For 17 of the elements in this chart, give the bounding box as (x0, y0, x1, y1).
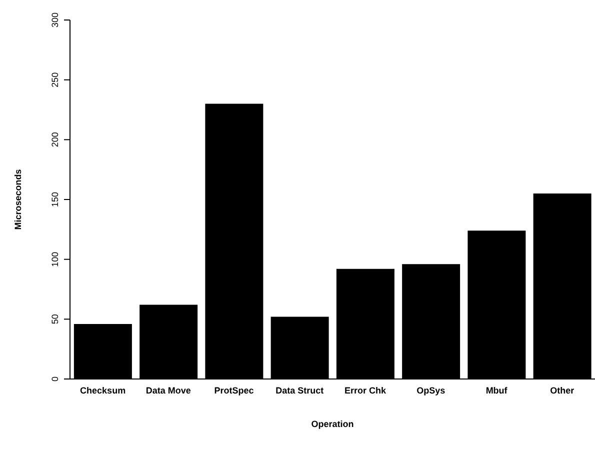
x-tick-label: Error Chk (344, 385, 388, 396)
y-tick-label: 100 (50, 252, 60, 267)
x-tick-label: Data Struct (276, 385, 324, 396)
y-axis-title: Microseconds (13, 169, 24, 230)
y-tick-label: 50 (50, 314, 60, 324)
x-tick-label: Other (550, 385, 575, 396)
x-axis-title: Operation (311, 419, 354, 429)
x-tick-label: Data Move (146, 385, 191, 396)
y-tick-label: 0 (50, 376, 60, 382)
x-tick-label: ProtSpec (214, 385, 254, 396)
y-tick-label: 150 (50, 192, 60, 208)
y-tick-label: 300 (50, 12, 60, 28)
y-tick-label: 250 (50, 72, 60, 88)
x-tick-label: OpSys (416, 385, 446, 396)
y-tick-label: 200 (50, 132, 60, 148)
x-tick-label: Mbuf (486, 385, 508, 396)
x-tick-label: Checksum (80, 385, 126, 396)
